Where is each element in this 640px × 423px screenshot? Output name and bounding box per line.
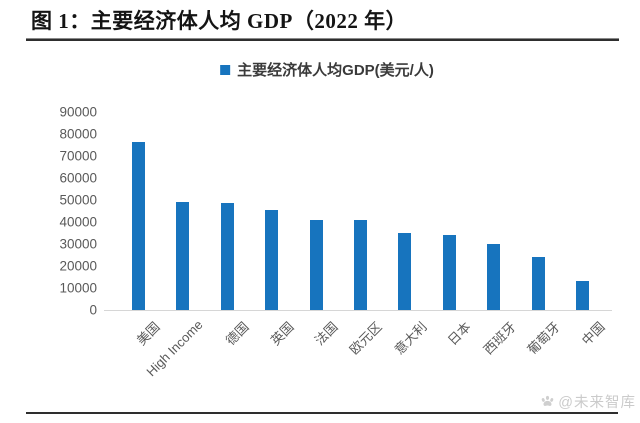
- chart-bar: [531, 257, 545, 310]
- top-rule: [26, 38, 619, 41]
- x-axis-label: 日本: [445, 319, 475, 349]
- x-axis-label: 西班牙: [480, 319, 519, 358]
- y-axis-tick-label: 90000: [59, 104, 97, 120]
- chart-bar: [487, 244, 501, 310]
- chart-bar: [576, 281, 590, 310]
- y-axis-tick-label: 40000: [59, 214, 97, 230]
- figure-title: 图 1：主要经济体人均 GDP（2022 年）: [31, 9, 408, 33]
- x-axis-line: [104, 310, 612, 311]
- y-axis-tick-label: 30000: [59, 236, 97, 252]
- y-axis-tick-label: 50000: [59, 192, 97, 208]
- legend-label: 主要经济体人均GDP(美元/人): [237, 62, 434, 79]
- chart-bar: [353, 220, 367, 310]
- chart-bar: [220, 203, 234, 310]
- x-axis-label: 美国: [133, 319, 163, 349]
- x-axis-label: 英国: [267, 319, 297, 349]
- watermark-text: @未来智库: [558, 395, 636, 411]
- chart-legend: 主要经济体人均GDP(美元/人): [220, 59, 434, 80]
- chart-bar: [309, 219, 323, 310]
- x-axis-label: 法国: [311, 319, 341, 349]
- chart-bar: [131, 141, 145, 310]
- y-axis-tick-label: 60000: [59, 170, 97, 186]
- legend-swatch: [220, 64, 231, 75]
- chart-bar: [176, 201, 190, 310]
- y-axis-tick-label: 10000: [59, 280, 97, 296]
- paw-icon: [540, 394, 555, 409]
- x-axis-label: 葡萄牙: [524, 319, 564, 358]
- chart-bar: [398, 233, 412, 310]
- x-axis-label: 欧元区: [347, 319, 386, 358]
- chart-bar: [265, 210, 279, 310]
- x-axis-label: 中国: [578, 319, 608, 349]
- y-axis-tick-label: 20000: [59, 258, 97, 274]
- watermark: @未来智库: [540, 391, 636, 412]
- y-axis-tick-label: 80000: [59, 126, 97, 142]
- y-axis-tick-label: 70000: [59, 148, 97, 164]
- x-axis-label: 德国: [222, 319, 252, 349]
- y-axis-tick-label: 0: [89, 302, 97, 318]
- bottom-rule: [26, 412, 618, 414]
- x-axis-label: 意大利: [391, 319, 430, 358]
- chart-bar: [442, 235, 456, 310]
